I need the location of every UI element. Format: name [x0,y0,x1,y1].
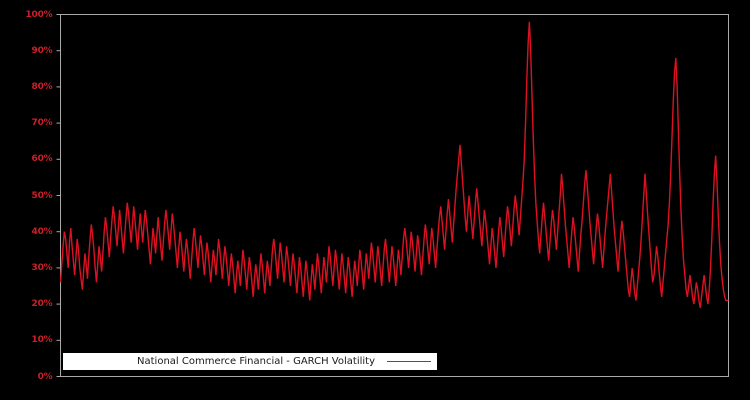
volatility-line-series [59,21,729,308]
chart-legend[interactable]: National Commerce Financial - GARCH Vola… [63,353,437,370]
y-tick-label: 10% [31,335,53,346]
y-tick-label: 70% [31,118,53,129]
legend-series-label: National Commerce Financial - GARCH Vola… [137,356,375,367]
y-axis-tick-marks [56,14,61,377]
y-tick-label: 80% [31,81,53,92]
y-tick-label: 60% [31,154,53,165]
y-tick-label: 30% [31,262,53,273]
y-tick-label: 40% [31,226,53,237]
y-tick-label: 0% [37,371,53,382]
y-tick-label: 50% [31,190,53,201]
y-tick-label: 100% [25,9,53,20]
y-tick-label: 90% [31,45,53,56]
y-tick-label: 20% [31,299,53,310]
legend-line-swatch [387,356,431,367]
